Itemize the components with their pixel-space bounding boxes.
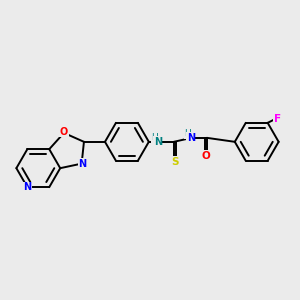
Text: O: O bbox=[60, 127, 68, 137]
Text: N: N bbox=[154, 137, 162, 147]
Text: N: N bbox=[79, 159, 87, 169]
Text: O: O bbox=[201, 151, 210, 161]
Text: S: S bbox=[171, 157, 178, 167]
Text: F: F bbox=[274, 114, 281, 124]
Text: N: N bbox=[23, 182, 32, 192]
Text: N: N bbox=[187, 133, 195, 143]
Text: H: H bbox=[184, 129, 191, 138]
Text: H: H bbox=[152, 133, 158, 142]
